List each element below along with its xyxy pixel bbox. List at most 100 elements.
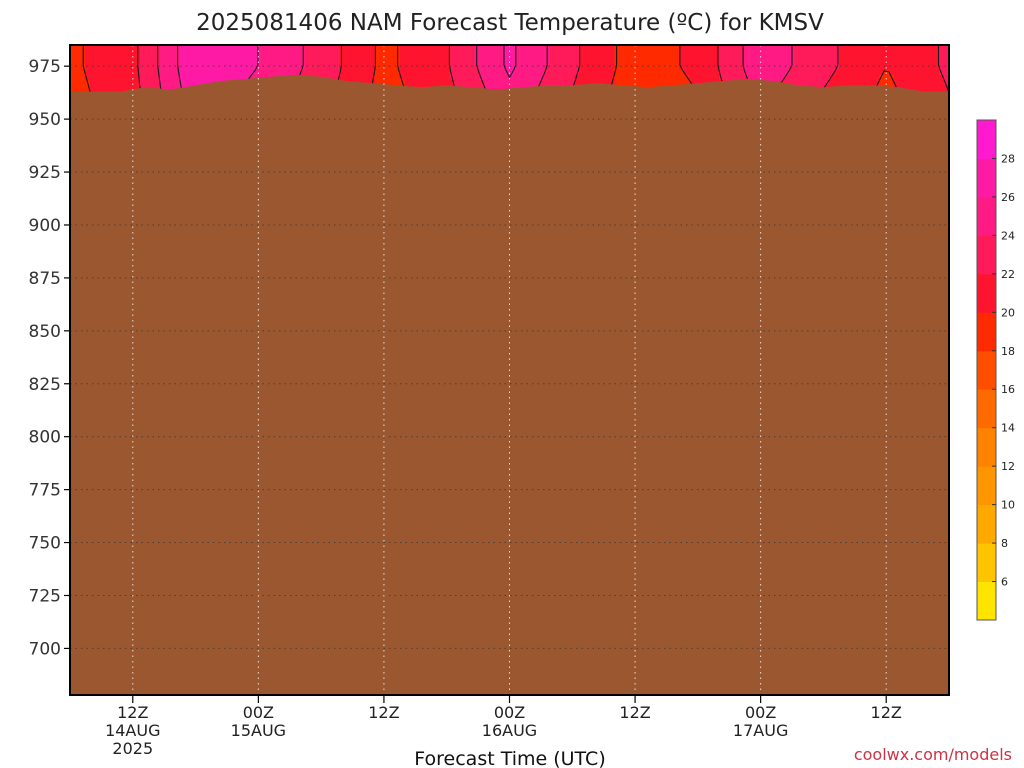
- temperature-cell: [559, 65, 566, 71]
- temperature-cell: [464, 50, 471, 56]
- temperature-cell: [459, 45, 466, 51]
- temperature-cell: [499, 55, 506, 61]
- temperature-cell: [829, 70, 835, 76]
- temperature-cell: [464, 80, 471, 86]
- temperature-cell: [874, 45, 880, 51]
- temperature-cell: [819, 45, 825, 51]
- temperature-cell: [189, 45, 196, 51]
- temperature-cell: [679, 50, 685, 56]
- temperature-cell: [264, 45, 271, 51]
- temperature-cell: [114, 50, 121, 56]
- temperature-cell: [804, 50, 810, 56]
- temperature-cell: [269, 50, 276, 56]
- temperature-cell: [119, 65, 126, 71]
- temperature-cell: [824, 65, 830, 71]
- temperature-cell: [70, 45, 76, 51]
- temperature-cell: [569, 80, 576, 86]
- temperature-cell: [694, 75, 700, 81]
- temperature-cell: [119, 60, 126, 66]
- temperature-cell: [809, 60, 815, 66]
- temperature-cell: [194, 65, 201, 71]
- temperature-cell: [499, 70, 506, 76]
- temperature-cell: [129, 85, 136, 91]
- temperature-cell: [759, 50, 765, 56]
- temperature-cell: [939, 85, 945, 91]
- temperature-cell: [659, 50, 665, 56]
- temperature-cell: [809, 70, 815, 76]
- temperature-cell: [89, 45, 96, 51]
- temperature-cell: [879, 70, 885, 76]
- temperature-cell: [359, 50, 366, 56]
- temperature-cell: [734, 65, 740, 71]
- temperature-cell: [894, 75, 900, 81]
- temperature-cell: [814, 55, 820, 61]
- temperature-cell: [829, 55, 835, 61]
- temperature-cell: [574, 50, 581, 56]
- temperature-cell: [899, 70, 905, 76]
- temperature-cell: [94, 65, 101, 71]
- temperature-cell: [664, 50, 670, 56]
- temperature-cell: [399, 65, 406, 71]
- temperature-cell: [184, 55, 191, 61]
- temperature-cell: [549, 65, 556, 71]
- temperature-cell: [499, 75, 506, 81]
- temperature-cell: [674, 75, 680, 81]
- temperature-cell: [194, 70, 201, 76]
- temperature-cell: [94, 55, 101, 61]
- temperature-cell: [919, 55, 925, 61]
- temperature-cell: [279, 50, 286, 56]
- temperature-cell: [774, 55, 780, 61]
- temperature-cell: [614, 60, 620, 66]
- temperature-cell: [924, 80, 930, 86]
- temperature-cell: [664, 80, 670, 86]
- temperature-cell: [354, 60, 361, 66]
- temperature-cell: [289, 65, 296, 71]
- temperature-cell: [289, 70, 296, 76]
- temperature-cell: [409, 50, 416, 56]
- temperature-cell: [549, 75, 556, 81]
- temperature-cell: [174, 75, 181, 81]
- temperature-cell: [354, 55, 361, 61]
- temperature-cell: [409, 65, 416, 71]
- temperature-cell: [849, 55, 855, 61]
- temperature-cell: [159, 65, 166, 71]
- temperature-cell: [759, 65, 765, 71]
- temperature-cell: [419, 60, 426, 66]
- temperature-cell: [389, 60, 396, 66]
- temperature-cell: [119, 85, 126, 91]
- temperature-cell: [159, 80, 166, 86]
- temperature-cell: [339, 70, 346, 76]
- temperature-cell: [454, 45, 461, 51]
- temperature-cell: [149, 80, 156, 86]
- temperature-cell: [804, 70, 810, 76]
- temperature-cell: [109, 50, 116, 56]
- temperature-cell: [314, 70, 321, 76]
- temperature-cell: [604, 75, 610, 81]
- temperature-cell: [704, 55, 710, 61]
- temperature-cell: [184, 80, 191, 86]
- temperature-cell: [389, 80, 396, 86]
- temperature-cell: [794, 55, 800, 61]
- temperature-cell: [924, 65, 930, 71]
- temperature-cell: [164, 50, 171, 56]
- temperature-cell: [529, 75, 536, 81]
- temperature-cell: [149, 65, 156, 71]
- temperature-cell: [149, 60, 156, 66]
- temperature-cell: [839, 80, 845, 86]
- temperature-cell: [619, 70, 625, 76]
- temperature-cell: [104, 80, 111, 86]
- temperature-cell: [129, 55, 136, 61]
- temperature-cell: [844, 75, 850, 81]
- temperature-cell: [84, 85, 91, 91]
- temperature-cell: [764, 70, 770, 76]
- temperature-cell: [834, 80, 840, 86]
- temperature-cell: [904, 50, 910, 56]
- temperature-cell: [759, 45, 765, 51]
- temperature-cell: [604, 70, 610, 76]
- temperature-cell: [499, 65, 506, 71]
- temperature-cell: [379, 80, 386, 86]
- temperature-cell: [164, 55, 171, 61]
- temperature-cell: [869, 55, 875, 61]
- temperature-cell: [344, 50, 351, 56]
- temperature-cell: [839, 45, 845, 51]
